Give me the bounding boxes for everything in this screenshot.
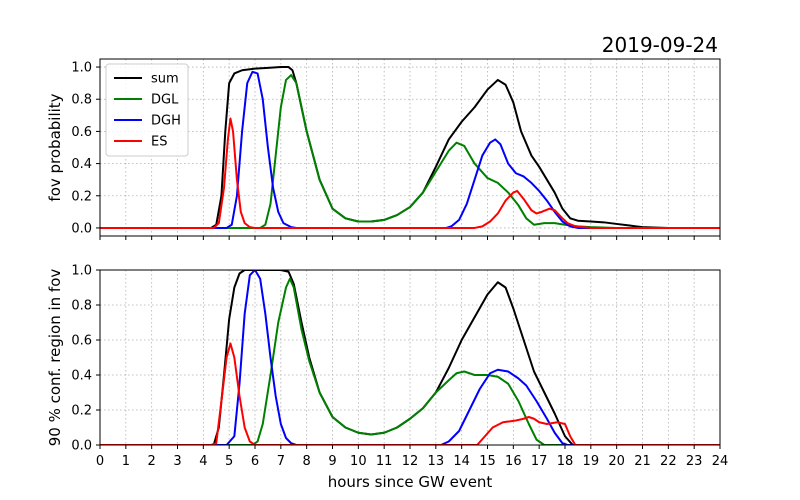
x-axis-label: hours since GW event [328, 473, 493, 491]
y-tick-label: 0.6 [71, 334, 92, 349]
y-tick-label: 0.4 [71, 157, 92, 172]
series-line-es [100, 342, 720, 445]
x-tick-label: 21 [634, 454, 651, 469]
legend-box [105, 63, 189, 157]
y-tick-label: 0.2 [71, 189, 92, 204]
x-tick-label: 14 [453, 454, 470, 469]
y-axis-label: 90 % conf. region in fov [46, 269, 64, 447]
legend-label-es: ES [151, 135, 167, 150]
y-tick-label: 0.8 [71, 93, 92, 108]
y-axis-label: fov probability [46, 93, 64, 201]
x-tick-label: 0 [96, 454, 104, 469]
series-line-dgl [100, 74, 720, 229]
y-tick-label: 1.0 [71, 61, 92, 76]
chart-panels: 0.0 0.2 0.4 0.6 0.8 1.0 fov probability sum DGL D… [46, 58, 728, 470]
series-group [100, 270, 720, 445]
x-tick-label: 11 [376, 454, 393, 469]
series-line-dgh [100, 270, 720, 445]
y-tick-label: 0.6 [71, 125, 92, 140]
series-line-dgl [100, 277, 720, 445]
x-tick-label: 2 [148, 454, 156, 469]
legend: sum DGL DGH ES [105, 63, 189, 157]
chart-panel-1: 0.0 0.2 0.4 0.6 0.8 1.0 fov probability sum DGL D… [46, 58, 721, 240]
x-tick-label: 24 [712, 454, 729, 469]
x-tick-label: 19 [583, 454, 600, 469]
x-tick-label: 4 [199, 454, 207, 469]
chart-panel-2: 0 1 2 3 4 5 6 7 8 9 10 11 12 13 14 15 16 17 18 19 20 21 22 23 24… [46, 264, 728, 470]
series-line-dgh [100, 70, 720, 229]
series-group [100, 66, 720, 229]
series-line-es [100, 117, 720, 229]
x-tick-label: 20 [608, 454, 625, 469]
x-tick-label: 15 [479, 454, 496, 469]
x-tick-label: 8 [303, 454, 311, 469]
x-ticks [99, 236, 721, 240]
y-tick-label: 0.4 [71, 369, 92, 384]
x-tick-label: 3 [173, 454, 181, 469]
grid [99, 59, 721, 236]
x-tick-label: 22 [660, 454, 677, 469]
legend-label-dgl: DGL [151, 93, 179, 108]
y-ticks: 0.0 0.2 0.4 0.6 0.8 1.0 [71, 264, 100, 454]
chart-date: 2019-09-24 [602, 33, 718, 57]
y-tick-label: 0.2 [71, 404, 92, 419]
y-ticks: 0.0 0.2 0.4 0.6 0.8 1.0 [71, 61, 100, 236]
x-tick-label: 16 [505, 454, 522, 469]
x-ticks: 0 1 2 3 4 5 6 7 8 9 10 11 12 13 14 15 16 17 18 19 20 21 22 23 24 [96, 445, 728, 469]
x-tick-label: 12 [402, 454, 419, 469]
x-tick-label: 1 [122, 454, 130, 469]
x-tick-label: 5 [225, 454, 233, 469]
y-tick-label: 0.0 [71, 221, 92, 236]
legend-label-dgh: DGH [151, 114, 181, 129]
x-tick-label: 10 [350, 454, 367, 469]
legend-label-sum: sum [151, 72, 179, 87]
x-tick-label: 13 [428, 454, 445, 469]
x-tick-label: 9 [328, 454, 336, 469]
y-tick-label: 1.0 [71, 264, 92, 279]
y-tick-label: 0.0 [71, 439, 92, 454]
y-tick-label: 0.8 [71, 299, 92, 314]
x-tick-label: 6 [251, 454, 259, 469]
x-tick-label: 17 [531, 454, 548, 469]
x-tick-label: 18 [557, 454, 574, 469]
x-tick-label: 7 [277, 454, 285, 469]
x-tick-label: 23 [686, 454, 703, 469]
